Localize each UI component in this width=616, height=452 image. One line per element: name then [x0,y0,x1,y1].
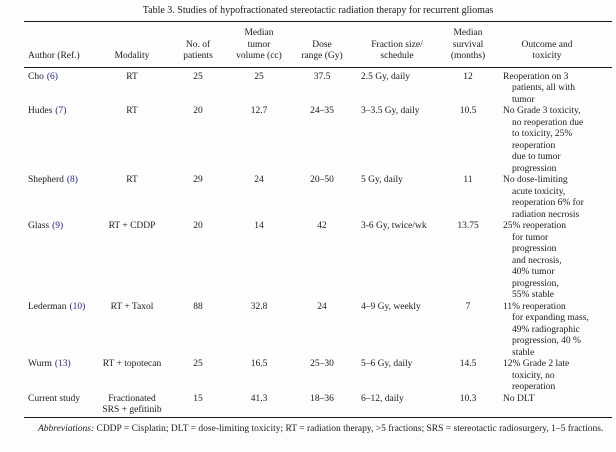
volume-cell: 32.8 [250,301,268,312]
dose-range-cell: 37.5 [313,71,331,82]
col-header-survival: Median survival (months) [437,21,499,68]
col-header-dose-range: Dose range (Gy) [287,21,357,68]
col-header-modality: Modality [99,21,165,68]
volume-cell: 24 [254,175,264,185]
author-cell: Hudes (7) [24,106,99,175]
table-row-cho: Cho (6) RT 25 25 37.5 2.5 Gy, daily 12 Re… [24,67,612,106]
table-row-wurm: Wurm (13) RT + topotecan 25 16.5 25–30 5–… [24,359,612,394]
col-header-patients: No. of patients [165,21,231,68]
fraction-cell: 6–12, daily [361,393,404,404]
outcome-cell: 12% Grade 2 late toxicity, no reoperatio… [503,359,570,392]
patients-cell: 20 [193,106,203,116]
survival-cell: 13.75 [457,221,479,231]
author-name: Hudes [28,106,53,116]
author-ref-link[interactable]: (13) [54,359,71,369]
fraction-cell: 2.5 Gy, daily [361,71,410,82]
volume-cell: 12.7 [250,106,268,116]
volume-cell: 25 [254,71,264,82]
dose-range-cell: 42 [317,221,327,231]
outcome-cell: No Grade 3 toxicity, no reoperation due … [503,106,584,174]
dose-range-cell: 18–36 [310,393,334,404]
table-header: Author (Ref.) Modality No. of patients M… [24,21,612,68]
col-header-fraction: Fraction size/ schedule [357,21,437,68]
outcome-cell: 25% reoperation for tumor progression an… [503,221,567,300]
table-row-glass: Glass (9) RT + CDDP 20 14 42 3-6 Gy, twic… [24,221,612,302]
author-cell: Current study [24,394,99,418]
modality-cell: RT + CDDP [108,221,156,231]
patients-cell: 25 [193,71,203,82]
author-name: Glass [28,221,50,231]
table-body: Cho (6) RT 25 25 37.5 2.5 Gy, daily 12 Re… [24,67,612,417]
author-name: Shepherd [28,175,64,185]
outcome-cell: 11% reoperation for expanding mass, 49% … [503,301,589,358]
outcome-cell: Reoperation on 3 patients, all with tumo… [503,71,576,105]
paper-table-page: Table 3. Studies of hypofractionated ste… [24,5,612,435]
patients-cell: 29 [193,175,203,185]
author-ref-link[interactable]: (9) [52,221,64,231]
table-row-shepherd: Shepherd (8) RT 29 24 20–50 5 Gy, daily 1… [24,175,612,221]
author-ref-link[interactable]: (10) [69,301,86,312]
author-ref-link[interactable]: (8) [66,175,78,185]
author-cell: Glass (9) [24,221,99,302]
modality-cell: RT + Taxol [110,301,154,312]
author-cell: Wurm (13) [24,359,99,394]
modality-cell: RT [126,175,138,185]
author-ref-link[interactable]: (6) [46,71,58,82]
patients-cell: 20 [193,221,203,231]
modality-cell: Fractionated SRS + gefitinib [102,393,162,416]
survival-cell: 14.5 [459,359,477,369]
col-header-volume: Median tumor volume (cc) [231,21,287,68]
outcome-cell: No dose-limiting acute toxicity, reopera… [503,175,584,220]
author-name: Lederman [28,301,67,312]
fraction-cell: 5–6 Gy, daily [361,359,413,369]
abbreviations-footnote: Abbreviations: CDDP = Cisplatin; DLT = d… [24,423,612,435]
author-cell: Shepherd (8) [24,175,99,221]
abbreviations-label: Abbreviations: [38,423,95,434]
fraction-cell: 3-6 Gy, twice/wk [361,221,427,231]
outcome-cell: No DLT [503,393,535,404]
survival-cell: 10.5 [459,106,477,116]
survival-cell: 7 [465,301,471,312]
abbreviations-text: CDDP = Cisplatin; DLT = dose-limiting to… [94,423,604,434]
patients-cell: 88 [193,301,203,312]
volume-cell: 41.3 [250,393,268,404]
fraction-cell: 4–9 Gy, weekly [361,301,421,312]
table-title: Table 3. Studies of hypofractionated ste… [142,5,494,16]
volume-cell: 14 [254,221,264,231]
patients-cell: 25 [193,359,203,369]
author-name: Wurm [28,359,52,369]
dose-range-cell: 25–30 [310,359,334,369]
header-row: Author (Ref.) Modality No. of patients M… [24,21,612,68]
author-ref-link[interactable]: (7) [55,106,67,116]
modality-cell: RT [126,106,138,116]
author-name: Current study [28,393,80,404]
author-cell: Lederman (10) [24,302,99,360]
volume-cell: 16.5 [250,359,268,369]
modality-cell: RT + topotecan [102,359,162,369]
author-name: Cho [28,71,44,82]
dose-range-cell: 24 [317,301,327,312]
survival-cell: 11 [463,175,473,185]
author-cell: Cho (6) [24,67,99,106]
studies-table: Author (Ref.) Modality No. of patients M… [24,21,612,418]
table-row-lederman: Lederman (10) RT + Taxol 88 32.8 24 4–9 G… [24,302,612,360]
table-row-current-study: Current study Fractionated SRS + gefitin… [24,394,612,418]
col-header-author: Author (Ref.) [24,21,99,68]
fraction-cell: 5 Gy, daily [361,175,403,185]
dose-range-cell: 20–50 [310,175,334,185]
fraction-cell: 3–3.5 Gy, daily [361,106,420,116]
table-row-hudes: Hudes (7) RT 20 12.7 24–35 3–3.5 Gy, dail… [24,106,612,175]
survival-cell: 10.3 [459,393,477,404]
survival-cell: 12 [463,71,473,82]
modality-cell: RT [126,71,138,82]
col-header-outcome: Outcome and toxicity [499,21,612,68]
patients-cell: 15 [193,393,203,404]
dose-range-cell: 24–35 [310,106,334,116]
